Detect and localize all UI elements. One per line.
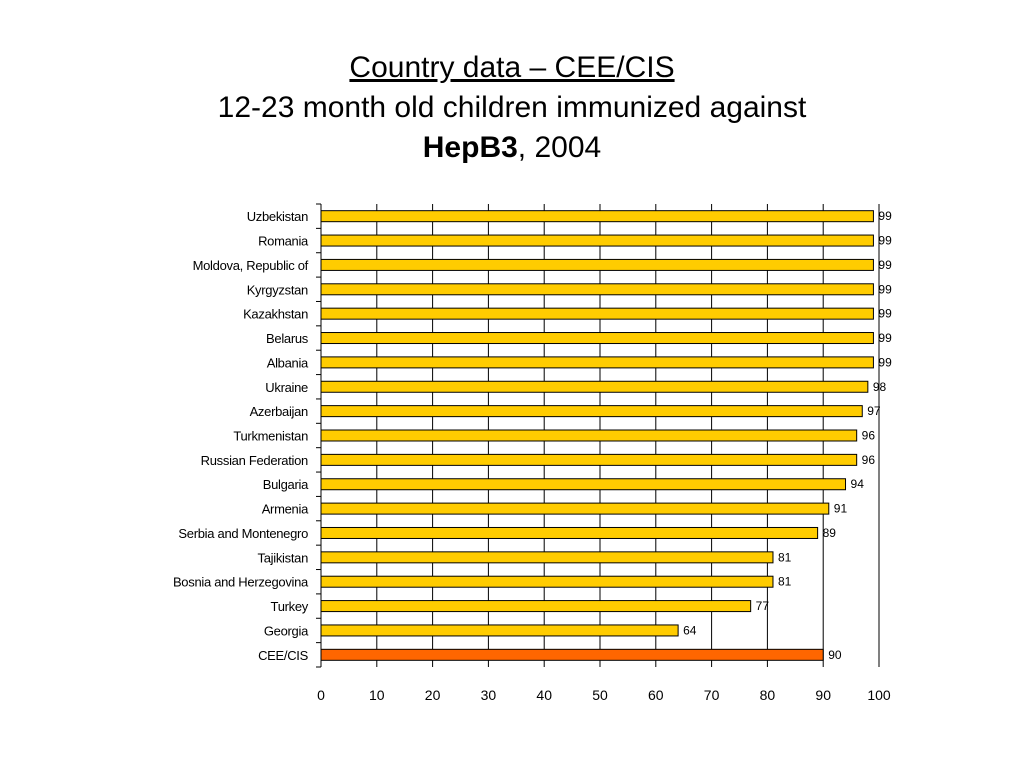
title-vaccine: HepB3 bbox=[422, 131, 518, 164]
category-label: Turkey bbox=[271, 599, 309, 614]
x-tick-label: 30 bbox=[481, 687, 497, 703]
bar bbox=[320, 453, 858, 466]
bar bbox=[320, 551, 774, 564]
x-tick-label: 60 bbox=[648, 687, 664, 703]
x-tick-label: 100 bbox=[867, 687, 891, 703]
bar bbox=[320, 210, 874, 223]
data-label: 99 bbox=[878, 234, 892, 248]
data-label: 98 bbox=[873, 380, 887, 394]
data-label: 99 bbox=[878, 282, 892, 296]
category-label: Armenia bbox=[262, 502, 309, 517]
bar bbox=[320, 283, 874, 296]
bar bbox=[320, 648, 824, 661]
title-year: , 2004 bbox=[517, 131, 602, 164]
data-label: 94 bbox=[851, 477, 865, 491]
bar bbox=[320, 624, 679, 637]
data-label: 91 bbox=[834, 502, 848, 516]
data-label: 99 bbox=[878, 209, 892, 223]
data-label: 96 bbox=[862, 453, 876, 467]
category-label: Serbia and Montenegro bbox=[178, 526, 308, 541]
bar bbox=[320, 600, 752, 613]
data-label: 90 bbox=[828, 648, 842, 662]
category-label: Albania bbox=[267, 355, 309, 370]
x-tick-label: 0 bbox=[317, 687, 325, 703]
category-label: Tajikistan bbox=[258, 550, 309, 565]
bar bbox=[320, 478, 847, 491]
data-label: 89 bbox=[823, 526, 837, 540]
category-label: Georgia bbox=[264, 623, 309, 638]
category-label: Russian Federation bbox=[201, 453, 308, 468]
category-label: Romania bbox=[258, 234, 309, 249]
x-tick-label: 10 bbox=[369, 687, 385, 703]
data-label: 97 bbox=[867, 404, 881, 418]
data-label: 99 bbox=[878, 331, 892, 345]
data-label: 96 bbox=[862, 429, 876, 443]
category-label: Kazakhstan bbox=[243, 307, 308, 322]
category-label: Azerbaijan bbox=[250, 404, 308, 419]
x-tick-label: 80 bbox=[760, 687, 776, 703]
category-label: Ukraine bbox=[265, 380, 308, 395]
bar bbox=[320, 405, 863, 418]
x-tick-label: 40 bbox=[536, 687, 552, 703]
category-label: CEE/CIS bbox=[258, 648, 309, 663]
bar bbox=[320, 429, 858, 442]
data-label: 77 bbox=[756, 599, 770, 613]
category-label: Moldova, Republic of bbox=[193, 258, 309, 273]
bar bbox=[320, 575, 774, 588]
category-label: Bosnia and Herzegovina bbox=[173, 575, 309, 590]
category-label: Uzbekistan bbox=[247, 209, 308, 224]
data-label: 99 bbox=[878, 258, 892, 272]
bar bbox=[320, 258, 874, 271]
data-label: 81 bbox=[778, 550, 792, 564]
bar bbox=[320, 526, 819, 539]
bar bbox=[320, 502, 830, 515]
title-line-1: Country data – CEE/CIS bbox=[349, 51, 675, 84]
bar bbox=[320, 307, 874, 320]
x-tick-label: 50 bbox=[592, 687, 608, 703]
title-line-3: HepB3, 2004 bbox=[0, 128, 1024, 168]
bar bbox=[320, 234, 874, 247]
bar bbox=[320, 356, 874, 369]
data-label: 99 bbox=[878, 355, 892, 369]
x-tick-label: 20 bbox=[425, 687, 441, 703]
bar bbox=[320, 380, 869, 393]
chart-title: Country data – CEE/CIS 12-23 month old c… bbox=[0, 48, 1024, 168]
data-label: 64 bbox=[683, 623, 697, 637]
data-label: 81 bbox=[778, 575, 792, 589]
category-label: Turkmenistan bbox=[233, 429, 308, 444]
data-label: 99 bbox=[878, 307, 892, 321]
category-label: Bulgaria bbox=[263, 477, 309, 492]
category-label: Belarus bbox=[266, 331, 309, 346]
x-tick-label: 90 bbox=[815, 687, 831, 703]
title-line-2: 12-23 month old children immunized again… bbox=[217, 91, 807, 124]
bar bbox=[320, 332, 874, 345]
category-label: Kyrgyzstan bbox=[247, 282, 308, 297]
x-tick-label: 70 bbox=[704, 687, 720, 703]
